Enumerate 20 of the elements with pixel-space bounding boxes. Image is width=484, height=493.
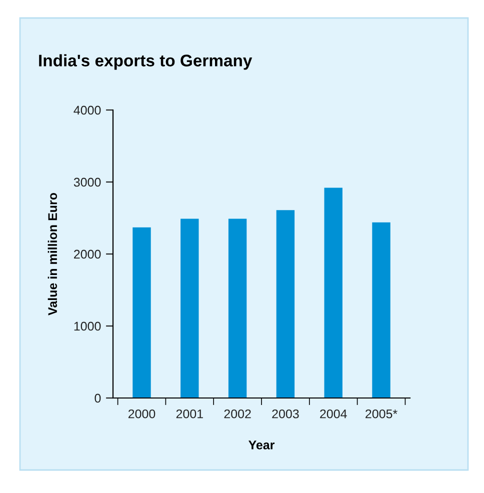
y-tick-label: 3000 [74,178,101,187]
x-tick-label: 2002 [224,409,251,418]
y-tick-label: 0 [94,394,101,403]
bar [228,218,247,398]
chart-title: India's exports to Germany [39,54,252,70]
x-tick-label: 2004 [320,409,347,418]
bar [324,188,342,398]
bar [132,227,151,398]
x-tick-label: 2001 [176,409,203,418]
y-tick-label: 2000 [74,250,101,259]
x-tick-label: 2000 [128,409,156,418]
bar [276,210,295,398]
bar [180,218,199,398]
bar [372,222,390,398]
x-tick-label: 2003 [272,409,299,418]
y-tick-label: 4000 [74,106,101,115]
x-tick-label: 2005* [366,409,398,418]
y-tick-label: 1000 [74,322,101,331]
y-axis-title: Value in million Euro [48,193,58,316]
x-axis-title: Year [248,440,275,450]
